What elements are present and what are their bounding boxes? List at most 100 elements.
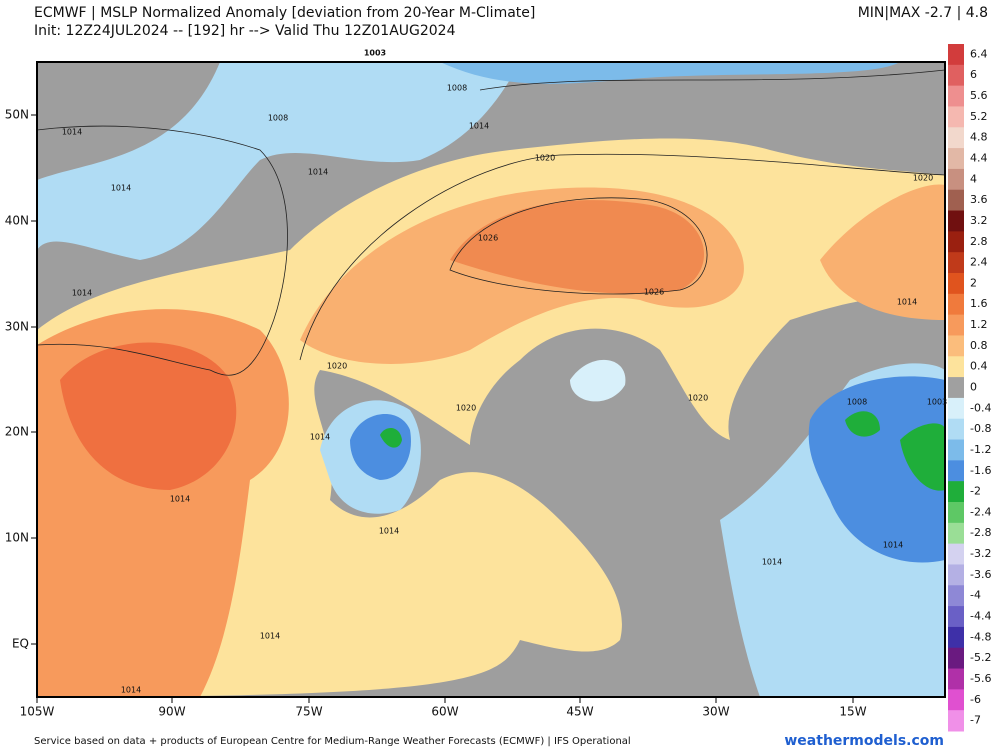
- contour-labels: 1003 1008 1008 1014 1014 1014 1014 1020 1020 1026…: [62, 49, 947, 695]
- colorbar-label: -7: [970, 714, 981, 727]
- colorbar-swatch: [948, 710, 964, 732]
- lat-label: 20N: [5, 425, 29, 439]
- lat-label: EQ: [12, 637, 29, 651]
- contour-label: 1014: [897, 298, 917, 307]
- contour-label: 1008: [268, 114, 288, 123]
- colorbar-swatch: [948, 481, 964, 503]
- isobar: [449, 197, 708, 295]
- colorbar-swatch: [948, 397, 964, 420]
- contour-label: 1014: [62, 128, 82, 137]
- contour-label: 1008: [847, 398, 867, 407]
- colorbar-swatch: [948, 231, 964, 253]
- lon-label: 90W: [158, 705, 185, 719]
- map-frame: [36, 61, 946, 698]
- contour-label: 1014: [379, 527, 399, 536]
- colorbar-swatch: [948, 460, 964, 482]
- contour-label: 1003: [364, 49, 386, 58]
- colorbar: 6.4 6 5.6 5.2 4.8 4.4 4 3.6 3.2 2.8 2.4 2 1.6 1.2 0.8 0…: [948, 44, 991, 732]
- contour-label: 1003: [927, 398, 947, 407]
- colorbar-swatch: [948, 148, 964, 170]
- contour-label: 1020: [327, 362, 347, 371]
- min-max: MIN|MAX -2.7 | 4.8: [858, 5, 988, 21]
- negative-anomaly: [440, 62, 900, 84]
- colorbar-swatch: [948, 606, 964, 628]
- colorbar-label: 1.2: [970, 318, 988, 331]
- lon-label: 75W: [295, 705, 322, 719]
- contour-label: 1014: [310, 433, 330, 442]
- colorbar-swatch: [948, 210, 964, 232]
- lat-label: 50N: [5, 108, 29, 122]
- positive-anomaly: [820, 184, 945, 320]
- colorbar-label: 4.4: [970, 152, 988, 165]
- subtitle: Init: 12Z24JUL2024 -- [192] hr --> Valid…: [34, 23, 456, 39]
- colorbar-label: 2: [970, 276, 977, 289]
- colorbar-label: -4.4: [970, 610, 991, 623]
- contour-label: 1026: [478, 234, 498, 243]
- colorbar-label: -6: [970, 693, 981, 706]
- colorbar-label: 3.2: [970, 214, 988, 227]
- contour-label: 1014: [72, 289, 92, 298]
- colorbar-swatch: [948, 106, 964, 128]
- colorbar-label: 3.6: [970, 193, 988, 206]
- colorbar-swatch: [948, 668, 964, 690]
- colorbar-swatch: [948, 564, 964, 586]
- negative-anomaly: [37, 62, 520, 260]
- colorbar-swatch: [948, 647, 964, 670]
- isobar: [479, 69, 945, 91]
- colorbar-label: -5.6: [970, 672, 991, 685]
- colorbar-label: 4: [970, 172, 977, 185]
- contour-label: 1014: [260, 632, 280, 641]
- contour-label: 1014: [883, 541, 903, 550]
- colorbar-swatch: [948, 356, 964, 378]
- colorbar-swatch: [948, 626, 964, 649]
- negative-anomaly-core: [845, 411, 880, 437]
- lon-label: 15W: [839, 705, 866, 719]
- colorbar-swatch: [948, 522, 964, 545]
- title: ECMWF | MSLP Normalized Anomaly [deviati…: [34, 5, 535, 21]
- contour-label: 1014: [469, 122, 489, 131]
- lat-label: 30N: [5, 320, 29, 334]
- colorbar-swatch: [948, 64, 964, 87]
- colorbar-swatch: [948, 585, 964, 607]
- credit: Service based on data + products of Euro…: [34, 736, 631, 747]
- negative-anomaly-core: [380, 428, 402, 448]
- negative-anomaly: [570, 359, 626, 402]
- colorbar-swatch: [948, 85, 964, 107]
- contour-label: 1020: [913, 174, 933, 183]
- colorbar-label: 4.8: [970, 131, 988, 144]
- colorbar-swatch: [948, 689, 964, 711]
- positive-anomaly-strong: [60, 342, 237, 490]
- colorbar-swatch: [948, 168, 964, 191]
- colorbar-swatch: [948, 502, 964, 524]
- colorbar-label: -4: [970, 589, 981, 602]
- contour-label: 1008: [447, 84, 467, 93]
- colorbar-label: -1.6: [970, 464, 991, 477]
- contour-label: 1020: [535, 154, 555, 163]
- lat-label: 10N: [5, 531, 29, 545]
- lat-label: 40N: [5, 214, 29, 228]
- colorbar-label: -2.8: [970, 526, 991, 539]
- colorbar-label: -5.2: [970, 651, 991, 664]
- contour-label: 1014: [762, 558, 782, 567]
- colorbar-label: -0.8: [970, 422, 991, 435]
- colorbar-label: -1.2: [970, 443, 991, 456]
- lon-label: 60W: [431, 705, 458, 719]
- lon-label: 105W: [20, 705, 55, 719]
- colorbar-label: 5.2: [970, 110, 988, 123]
- colorbar-label: 6: [970, 68, 977, 81]
- colorbar-label: -0.4: [970, 401, 991, 414]
- colorbar-label: -3.6: [970, 568, 991, 581]
- contour-label: 1026: [644, 288, 664, 297]
- colorbar-swatch: [948, 314, 964, 336]
- colorbar-swatch: [948, 377, 964, 399]
- contour-label: 1014: [308, 168, 328, 177]
- colorbar-label: 5.6: [970, 89, 988, 102]
- colorbar-swatch: [948, 273, 964, 295]
- colorbar-label: 1.6: [970, 297, 988, 310]
- lon-label: 30W: [702, 705, 729, 719]
- contour-label: 1014: [121, 686, 141, 695]
- contour-label: 1014: [111, 184, 131, 193]
- colorbar-swatch: [948, 439, 964, 461]
